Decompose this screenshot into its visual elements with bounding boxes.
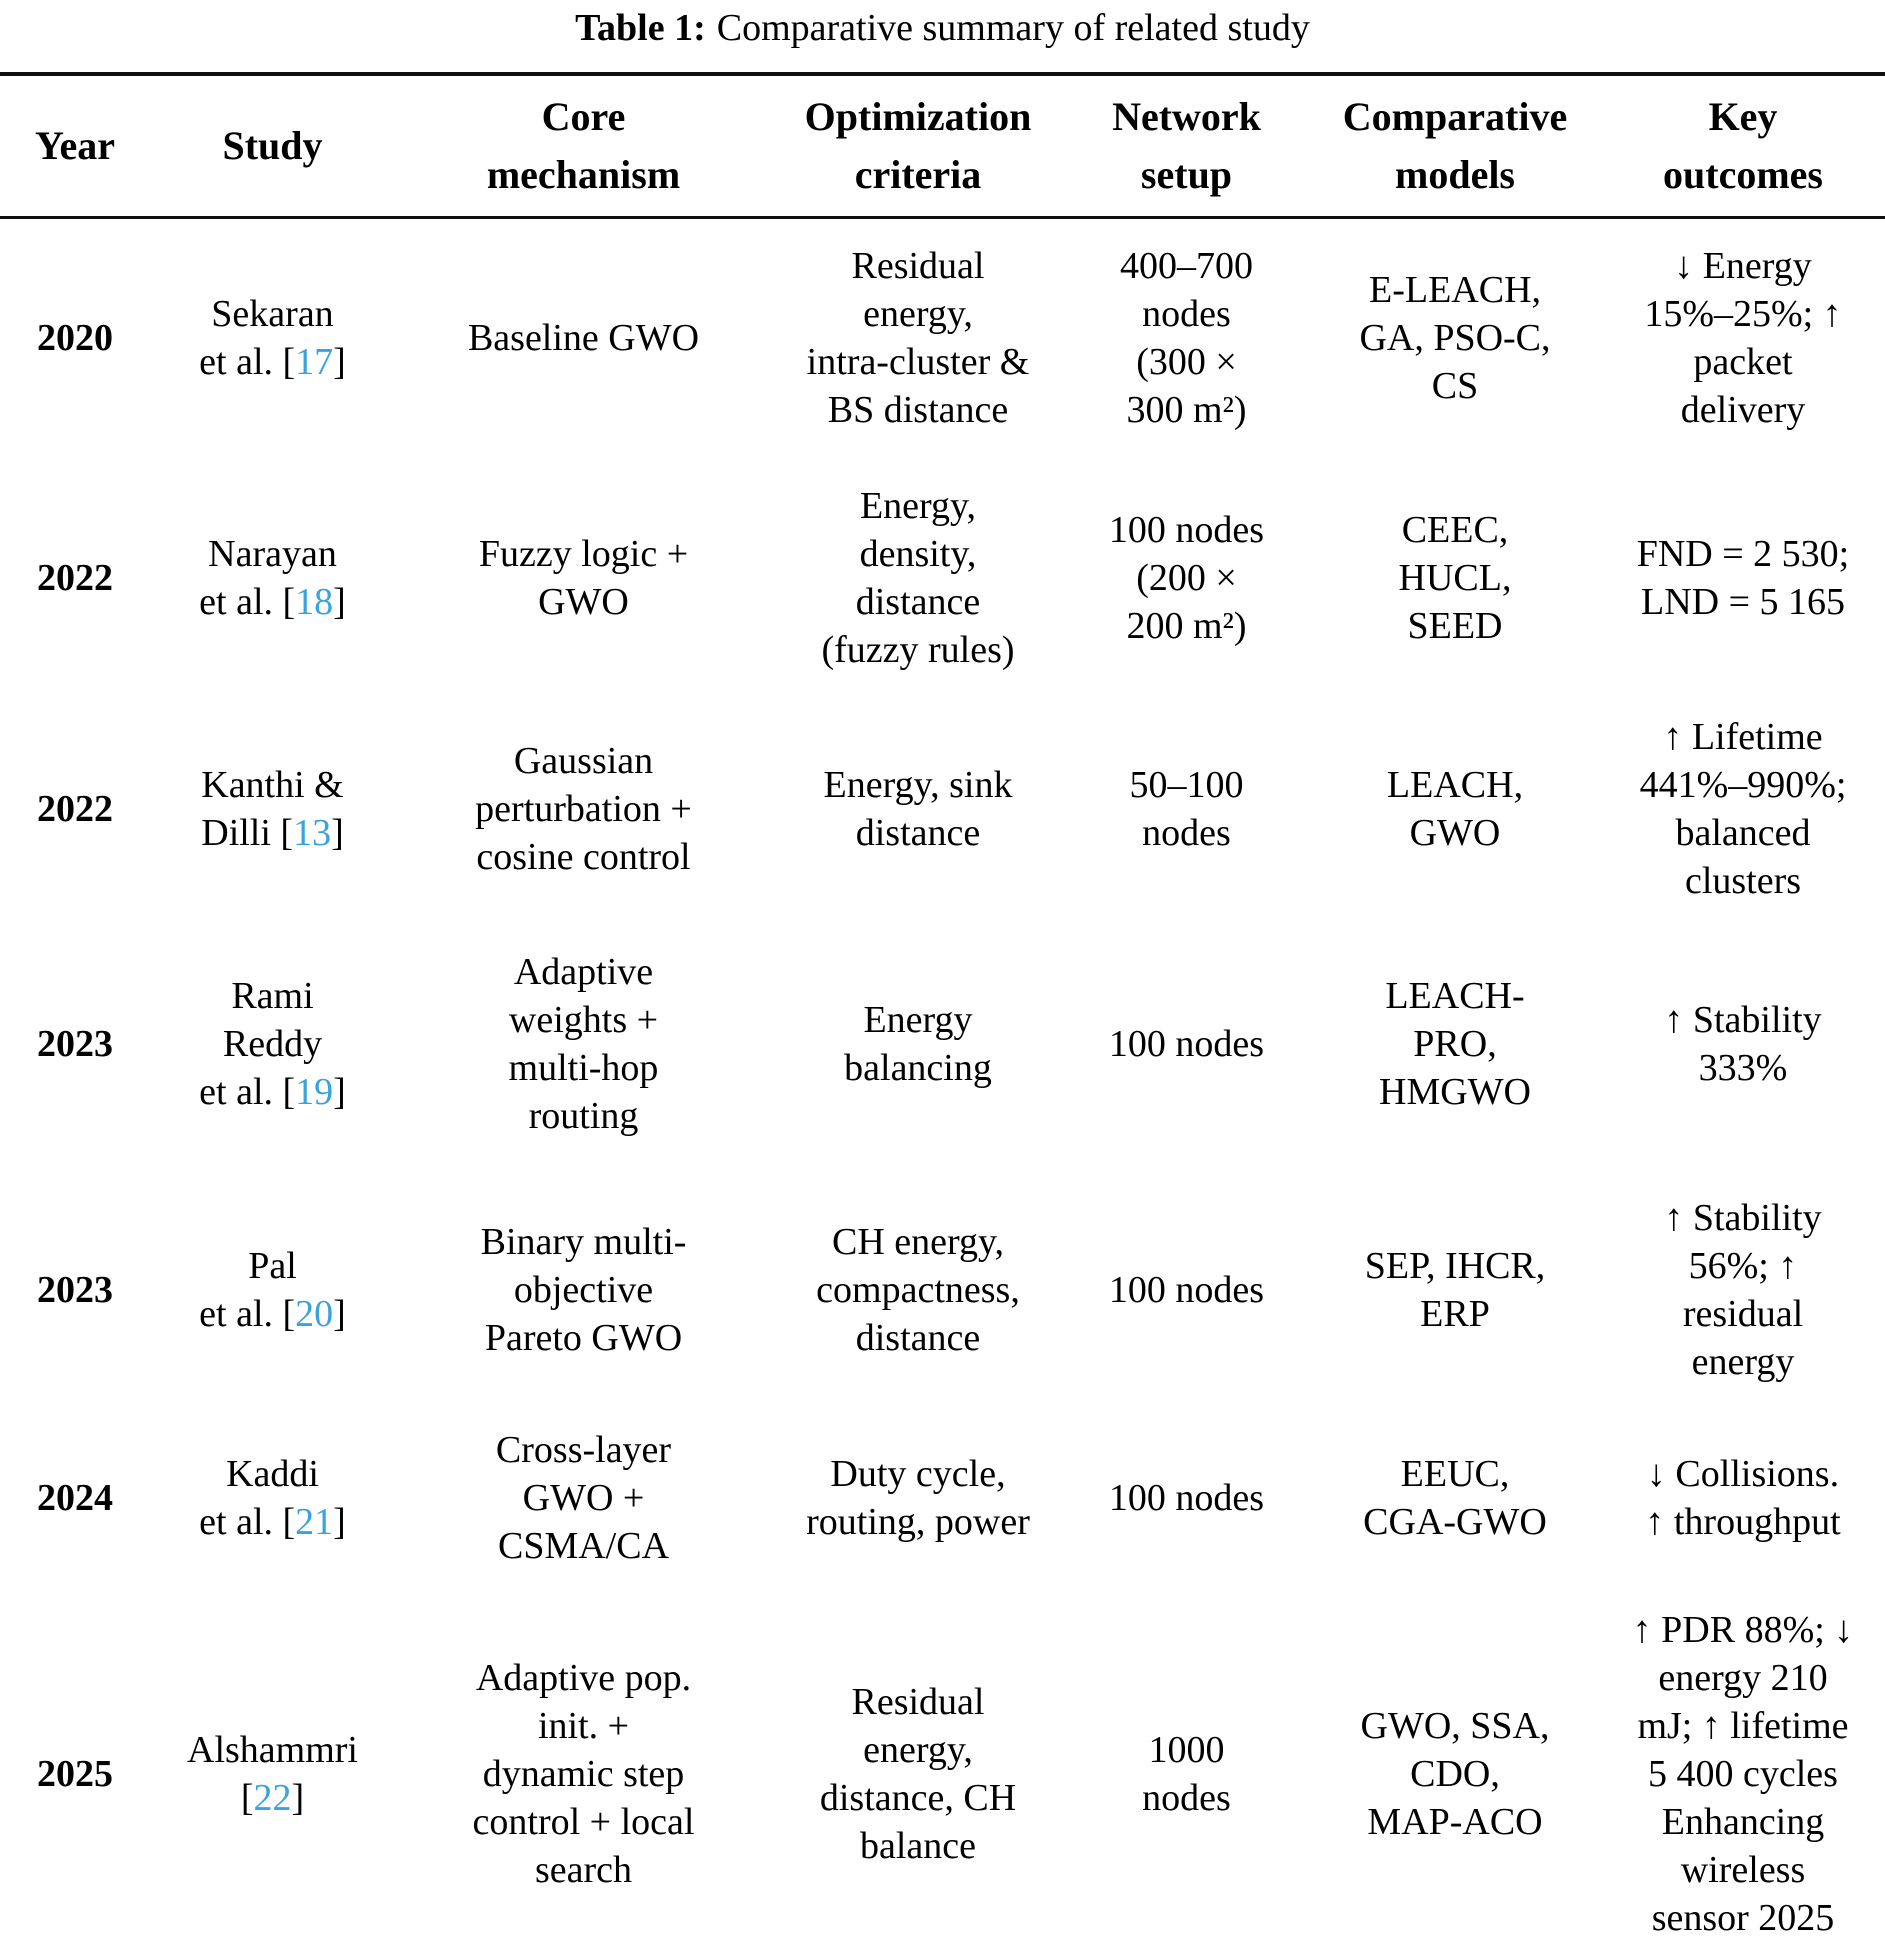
cell-comparative-models: LEACH- PRO, HMGWO [1379, 974, 1531, 1113]
citation-link[interactable]: 17 [295, 341, 334, 384]
table-row: 2023 Pal et al. [20] Binary multi- objec… [0, 1168, 1885, 1412]
cell-optimization-criteria: Energy, sink distance [823, 763, 1013, 854]
cell-key-outcomes: ↑ Stability 333% [1664, 998, 1822, 1089]
cell-core-mechanism: Adaptive weights + multi-hop routing [508, 950, 659, 1137]
cell-year: 2023 [37, 1268, 113, 1311]
cell-year: 2022 [37, 556, 113, 599]
citation-bracket: ] [333, 1500, 346, 1543]
cell-comparative-models: GWO, SSA, CDO, MAP-ACO [1360, 1704, 1550, 1843]
cell-core-mechanism: Gaussian perturbation + cosine control [475, 739, 692, 878]
cell-optimization-criteria: Energy, density, distance (fuzzy rules) [821, 484, 1015, 671]
column-header-comparative-models: Comparative models [1309, 74, 1601, 219]
cell-optimization-criteria: Residual energy, intra-cluster & BS dist… [806, 245, 1030, 432]
citation-bracket: ] [333, 1070, 346, 1113]
cell-study: Rami Reddy et al. [19] [150, 920, 395, 1168]
citation-link[interactable]: 13 [293, 811, 332, 854]
cell-comparative-models: LEACH, GWO [1386, 763, 1524, 854]
study-name: Kaddi et al. [ [199, 1452, 319, 1543]
cell-network-setup: 100 nodes [1108, 1268, 1265, 1311]
column-header-key-outcomes: Key outcomes [1601, 74, 1885, 219]
cell-study: Pal et al. [20] [150, 1168, 395, 1412]
cell-study: Kanthi & Dilli [13] [150, 698, 395, 920]
study-name: Alshammri [ [187, 1728, 358, 1819]
column-header-optimization-criteria: Optimization criteria [772, 74, 1064, 219]
header-row: Year Study Core mechanism Optimization c… [0, 74, 1885, 219]
table-row: 2024 Kaddi et al. [21] Cross-layer GWO +… [0, 1412, 1885, 1584]
cell-network-setup: 1000 nodes [1142, 1728, 1231, 1819]
cell-study: Kaddi et al. [21] [150, 1412, 395, 1584]
cell-key-outcomes: ↑ Lifetime 441%–990%; balanced clusters [1639, 715, 1847, 902]
cell-network-setup: 100 nodes [1108, 1022, 1265, 1065]
cell-core-mechanism: Cross-layer GWO + CSMA/CA [495, 1428, 672, 1567]
related-study-table: Year Study Core mechanism Optimization c… [0, 72, 1885, 1959]
cell-key-outcomes: ↓ Energy 15%–25%; ↑ packet delivery [1644, 245, 1842, 432]
column-header-year: Year [0, 74, 150, 219]
cell-network-setup: 50–100 nodes [1129, 763, 1244, 854]
citation-bracket: ] [333, 1292, 346, 1335]
citation-link[interactable]: 22 [253, 1776, 292, 1819]
citation-link[interactable]: 18 [295, 580, 334, 623]
cell-key-outcomes: FND = 2 530; LND = 5 165 [1636, 532, 1850, 623]
citation-link[interactable]: 21 [295, 1500, 334, 1543]
cell-comparative-models: SEP, IHCR, ERP [1364, 1244, 1546, 1335]
citation-link[interactable]: 20 [295, 1292, 334, 1335]
table-caption: Table 1: Comparative summary of related … [0, 0, 1885, 72]
cell-optimization-criteria: Energy balancing [844, 998, 992, 1089]
cell-year: 2022 [37, 787, 113, 830]
cell-study: Narayan et al. [18] [150, 458, 395, 698]
cell-core-mechanism: Binary multi- objective Pareto GWO [480, 1220, 687, 1359]
table-row: 2023 Rami Reddy et al. [19] Adaptive wei… [0, 920, 1885, 1168]
cell-comparative-models: E-LEACH, GA, PSO-C, CS [1359, 269, 1551, 408]
column-header-study: Study [150, 74, 395, 219]
table-row: 2022 Kanthi & Dilli [13] Gaussian pertur… [0, 698, 1885, 920]
cell-core-mechanism: Adaptive pop. init. + dynamic step contr… [472, 1656, 695, 1891]
table-caption-text: Comparative summary of related study [716, 7, 1310, 49]
citation-link[interactable]: 19 [295, 1070, 334, 1113]
citation-bracket: ] [291, 1776, 305, 1819]
table-row: 2022 Narayan et al. [18] Fuzzy logic + G… [0, 458, 1885, 698]
cell-comparative-models: CEEC, HUCL, SEED [1398, 508, 1512, 647]
citation-bracket: ] [331, 811, 344, 854]
study-name: Narayan et al. [ [199, 532, 337, 623]
cell-year: 2020 [37, 317, 113, 360]
cell-network-setup: 100 nodes (200 × 200 m²) [1108, 508, 1265, 647]
cell-network-setup: 100 nodes [1108, 1476, 1265, 1519]
study-name: Kanthi & Dilli [ [201, 763, 344, 854]
study-name: Pal et al. [ [199, 1244, 297, 1335]
cell-study: Sekaran et al. [17] [150, 218, 395, 458]
cell-year: 2024 [37, 1476, 113, 1519]
study-name: Sekaran et al. [ [199, 293, 334, 384]
table-caption-label: Table 1: [575, 7, 706, 49]
cell-key-outcomes: ↑ Stability 56%; ↑ residual energy [1664, 1196, 1822, 1383]
cell-key-outcomes: ↑ PDR 88%; ↓ energy 210 mJ; ↑ lifetime 5… [1632, 1608, 1854, 1939]
study-name: Rami Reddy et al. [ [199, 974, 323, 1113]
table-row: 2020 Sekaran et al. [17] Baseline GWO Re… [0, 218, 1885, 458]
cell-network-setup: 400–700 nodes (300 × 300 m²) [1120, 245, 1253, 432]
citation-bracket: ] [333, 341, 346, 384]
cell-optimization-criteria: Residual energy, distance, CH balance [819, 1680, 1017, 1867]
cell-key-outcomes: ↓ Collisions. ↑ throughput [1645, 1452, 1841, 1543]
cell-core-mechanism: Fuzzy logic + GWO [478, 532, 689, 623]
cell-year: 2025 [37, 1752, 113, 1795]
table-row: 2025 Alshammri [22] Adaptive pop. init. … [0, 1584, 1885, 1959]
cell-optimization-criteria: Duty cycle, routing, power [806, 1452, 1030, 1543]
cell-year: 2023 [37, 1022, 113, 1065]
cell-optimization-criteria: CH energy, compactness, distance [816, 1220, 1020, 1359]
column-header-network-setup: Network setup [1064, 74, 1309, 219]
cell-comparative-models: EEUC, CGA-GWO [1363, 1452, 1547, 1543]
citation-bracket: ] [333, 580, 346, 623]
cell-core-mechanism: Baseline GWO [467, 317, 700, 360]
cell-study: Alshammri [22] [150, 1584, 395, 1959]
column-header-core-mechanism: Core mechanism [395, 74, 772, 219]
